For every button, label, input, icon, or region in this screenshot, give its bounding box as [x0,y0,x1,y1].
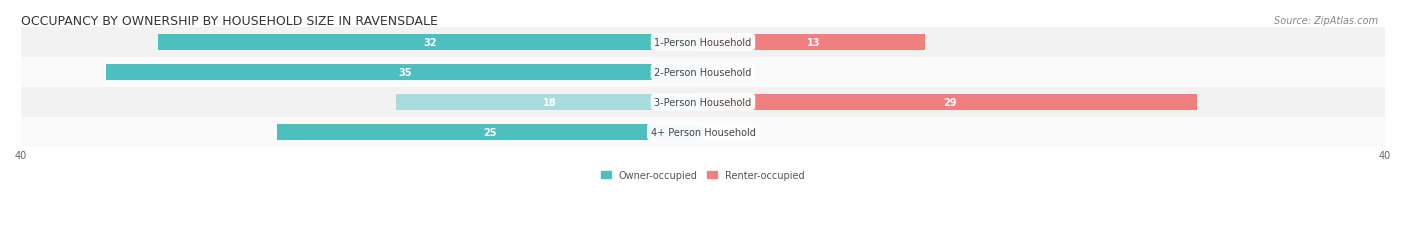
Bar [107,64,703,81]
Text: 29: 29 [943,97,957,107]
Text: 0: 0 [728,68,735,78]
Bar [277,124,703,140]
Text: 4+ Person Household: 4+ Person Household [651,127,755,137]
Bar [396,94,703,111]
Bar [21,58,1385,88]
Text: 35: 35 [398,68,412,78]
Bar [703,35,925,51]
Text: 13: 13 [807,38,821,48]
Text: 0: 0 [728,127,735,137]
Bar [157,35,703,51]
Bar [21,28,1385,58]
Text: 3-Person Household: 3-Person Household [654,97,752,107]
Text: 1-Person Household: 1-Person Household [654,38,752,48]
Bar [21,88,1385,117]
Bar [703,94,1198,111]
Text: 32: 32 [423,38,437,48]
Legend: Owner-occupied, Renter-occupied: Owner-occupied, Renter-occupied [598,166,808,184]
Bar [21,117,1385,147]
Text: OCCUPANCY BY OWNERSHIP BY HOUSEHOLD SIZE IN RAVENSDALE: OCCUPANCY BY OWNERSHIP BY HOUSEHOLD SIZE… [21,15,439,28]
Text: 18: 18 [543,97,557,107]
Text: 25: 25 [484,127,496,137]
Text: 2-Person Household: 2-Person Household [654,68,752,78]
Text: Source: ZipAtlas.com: Source: ZipAtlas.com [1274,16,1378,26]
